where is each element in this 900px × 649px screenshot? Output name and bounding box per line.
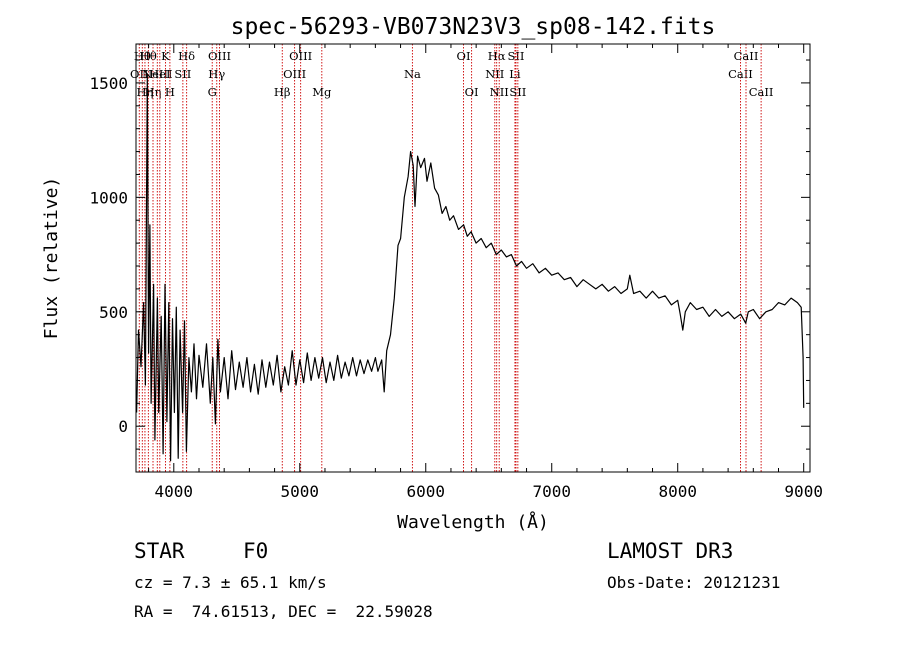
spectral-line-label: NII xyxy=(485,67,504,81)
spectral-line-label: SII xyxy=(174,67,191,81)
spectral-line-label: Na xyxy=(404,67,421,81)
x-tick-label: 9000 xyxy=(784,482,823,501)
coordinates-readout: RA = 74.61513, DEC = 22.59028 xyxy=(134,602,433,621)
redshift-readout: cz = 7.3 ± 65.1 km/s xyxy=(134,573,327,592)
spectral-line-label: K xyxy=(161,49,170,63)
spectral-line-label: Hβ xyxy=(274,85,291,99)
spectral-line-label: OII xyxy=(130,67,149,81)
spectral-lines: OIIHθHηHθHηNeIIIHeIKHSIIHδGHγOIIIHβOIIIO… xyxy=(130,44,773,472)
spectral-line-label: CaII xyxy=(734,49,759,63)
spectral-line-label: Hγ xyxy=(208,67,225,81)
object-class: STAR xyxy=(134,539,185,563)
spectral-line-label: Hα xyxy=(488,49,506,63)
spectral-line-label: H xyxy=(165,85,175,99)
x-tick-label: 4000 xyxy=(155,482,194,501)
spectral-line-label: Li xyxy=(509,67,521,81)
y-axis-label: Flux (relative) xyxy=(41,177,62,340)
spectral-line-label: NeIII xyxy=(142,67,173,81)
spectral-line-label: OIII xyxy=(283,67,306,81)
chart-title: spec-56293-VB073N23V3_sp08-142.fits xyxy=(231,14,716,40)
spectral-line-label: Hθ xyxy=(134,49,151,63)
spectral-line-label: OI xyxy=(465,85,479,99)
spectral-line-label: CaII xyxy=(728,67,753,81)
spectral-line-label: Mg xyxy=(312,85,332,99)
survey-label: LAMOST DR3 xyxy=(607,539,734,563)
x-axis-label: Wavelength (Å) xyxy=(397,511,549,533)
spectrum-line xyxy=(136,73,805,462)
y-tick-label: 0 xyxy=(118,417,128,436)
spectral-line-label: OI xyxy=(457,49,471,63)
object-subclass: F0 xyxy=(243,539,269,563)
x-tick-label: 7000 xyxy=(532,482,571,501)
spectral-line-label: SII xyxy=(509,85,526,99)
spectral-line-label: Hθ xyxy=(140,49,157,63)
spectral-line-label: HeI xyxy=(149,67,170,81)
spectral-line-label: G xyxy=(208,85,217,99)
y-tick-label: 500 xyxy=(99,303,128,322)
spectral-line-label: Hη xyxy=(136,85,153,99)
spectral-line-label: NII xyxy=(490,85,509,99)
spectral-line-label: OIII xyxy=(208,49,231,63)
spectral-line-label: Hδ xyxy=(178,49,195,63)
x-tick-label: 8000 xyxy=(658,482,697,501)
spectral-line-label: CaII xyxy=(749,85,774,99)
x-tick-label: 6000 xyxy=(406,482,445,501)
spectral-line-label: SII xyxy=(507,49,524,63)
x-tick-label: 5000 xyxy=(281,482,320,501)
axes: 4000 5000 6000 7000 8000 9000 0 500 1000 1500 xyxy=(89,44,823,501)
y-tick-label: 1500 xyxy=(89,74,128,93)
plot-frame xyxy=(135,43,811,473)
y-tick-label: 1000 xyxy=(89,188,128,207)
obs-date-readout: Obs-Date: 20121231 xyxy=(607,573,781,592)
spectral-line-label: OIII xyxy=(289,49,312,63)
